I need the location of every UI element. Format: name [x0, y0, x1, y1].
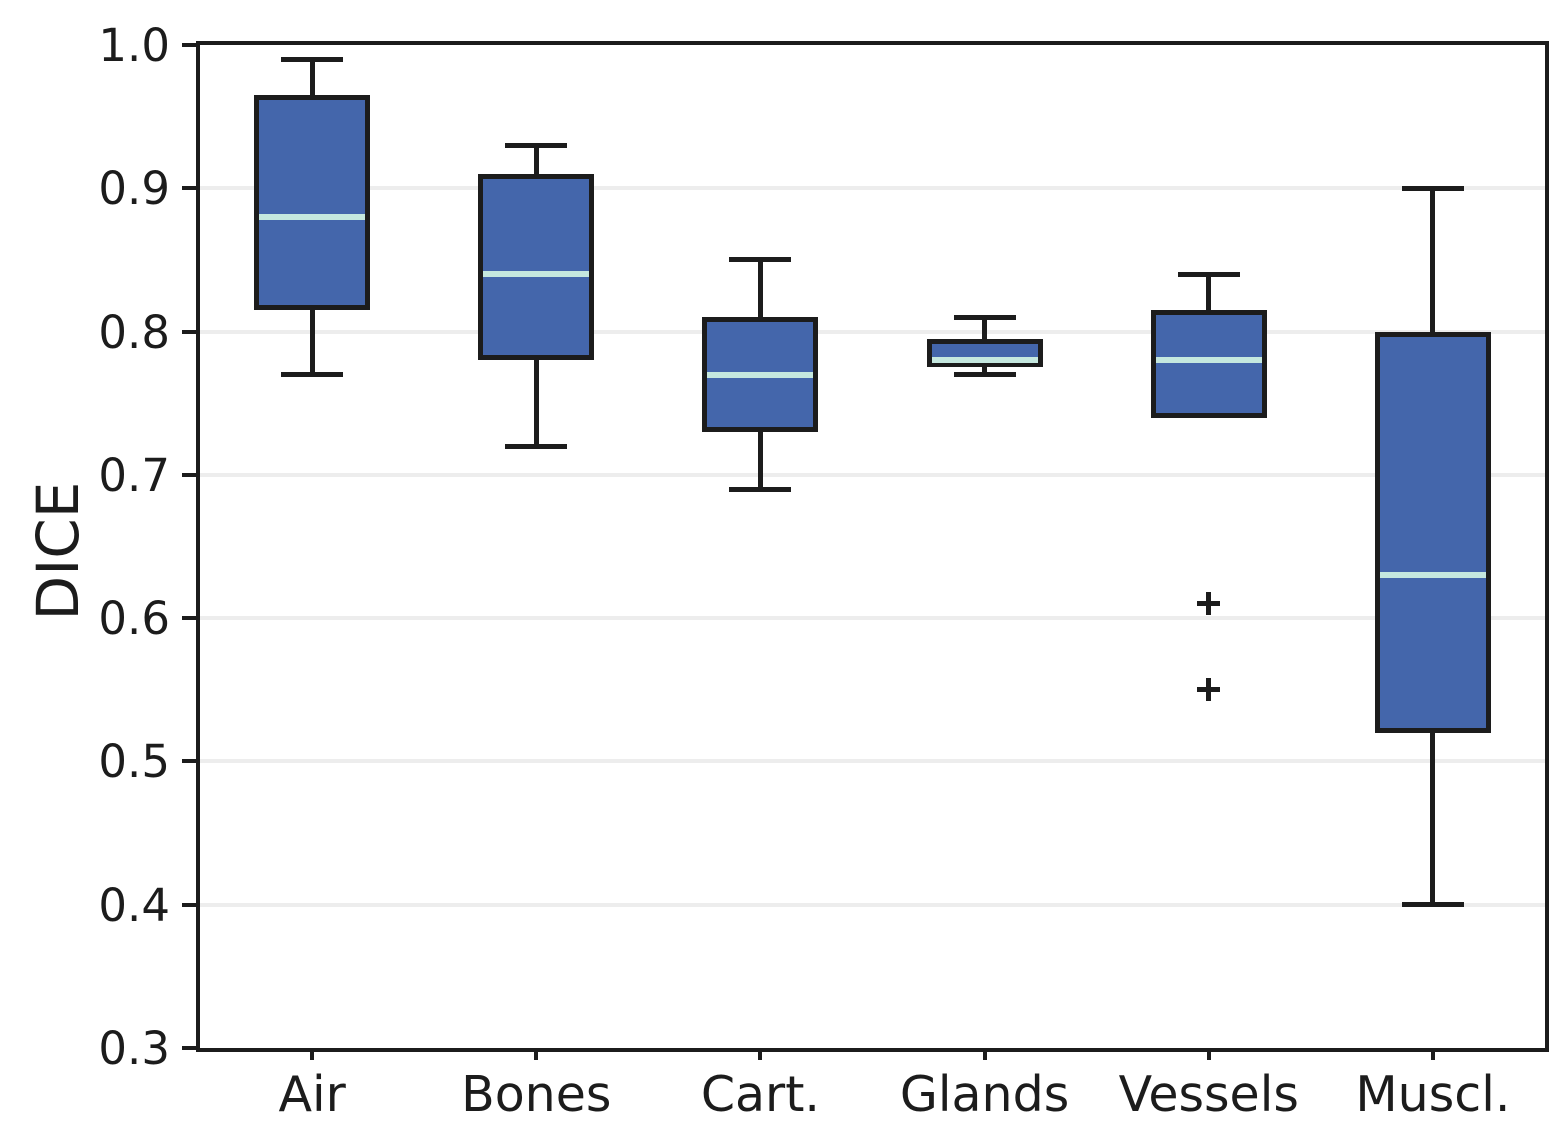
x-tick-mark [982, 1048, 987, 1060]
y-tick-mark [182, 43, 196, 47]
upper-whisker-cap [505, 142, 568, 148]
lower-whisker [1430, 732, 1436, 905]
x-tick-mark [1206, 1048, 1211, 1060]
y-tick-mark [182, 902, 196, 907]
upper-whisker-cap [1401, 185, 1464, 191]
y-tick-mark [182, 1046, 196, 1050]
x-tick-label: Muscl. [1355, 1066, 1511, 1123]
lower-whisker [757, 431, 763, 490]
y-tick-mark [182, 472, 196, 477]
upper-whisker [533, 145, 539, 174]
box [254, 95, 371, 311]
median-line [707, 371, 814, 378]
y-tick-label: 0.7 [98, 448, 170, 502]
x-tick-mark [758, 1048, 763, 1060]
x-tick-mark [310, 1048, 315, 1060]
y-tick-mark [182, 759, 196, 764]
median-line [931, 357, 1038, 364]
upper-whisker-cap [729, 257, 792, 263]
median-line [1155, 357, 1262, 364]
upper-whisker-cap [281, 56, 344, 62]
gridline [200, 329, 1545, 334]
y-tick-label: 0.4 [98, 878, 170, 932]
y-tick-mark [182, 329, 196, 334]
median-line [1379, 572, 1486, 579]
x-tick-mark [534, 1048, 539, 1060]
y-tick-label: 0.6 [98, 592, 170, 646]
upper-whisker [982, 317, 988, 339]
upper-whisker-cap [1177, 271, 1240, 277]
y-tick-label: 0.5 [98, 735, 170, 789]
median-line [259, 213, 366, 220]
lower-whisker [309, 310, 315, 375]
lower-whisker-cap [729, 486, 792, 492]
gridline [200, 759, 1545, 764]
x-tick-label: Cart. [700, 1066, 820, 1123]
gridline [200, 616, 1545, 621]
gridline [200, 472, 1545, 477]
upper-whisker [757, 259, 763, 318]
x-tick-label: Bones [461, 1066, 612, 1123]
box [1374, 331, 1491, 733]
gridline [200, 902, 1545, 907]
x-tick-mark [1430, 1048, 1435, 1060]
x-tick-label: Vessels [1118, 1066, 1299, 1123]
outlier-plus-vertical [1206, 592, 1212, 616]
lower-whisker [533, 360, 539, 447]
upper-whisker [1206, 274, 1212, 311]
gridline [200, 186, 1545, 191]
upper-whisker [309, 59, 315, 96]
x-tick-label: Air [278, 1066, 346, 1123]
box [478, 173, 595, 361]
lower-whisker-cap [953, 372, 1016, 378]
outlier-plus-vertical [1206, 678, 1212, 702]
y-tick-label: 0.8 [98, 305, 170, 359]
y-tick-mark [182, 186, 196, 191]
lower-whisker-cap [505, 443, 568, 449]
y-tick-label: 0.3 [98, 1022, 170, 1075]
lower-whisker-cap [281, 372, 344, 378]
x-tick-label: Glands [899, 1066, 1070, 1123]
box [1150, 310, 1267, 418]
plot-area [196, 41, 1549, 1052]
y-tick-label: 0.9 [98, 162, 170, 216]
median-line [483, 271, 590, 278]
y-tick-label: 1.0 [98, 19, 170, 72]
lower-whisker-cap [1401, 902, 1464, 908]
y-tick-mark [182, 616, 196, 621]
lower-whisker [982, 367, 988, 375]
upper-whisker-cap [953, 314, 1016, 320]
upper-whisker [1430, 188, 1436, 332]
